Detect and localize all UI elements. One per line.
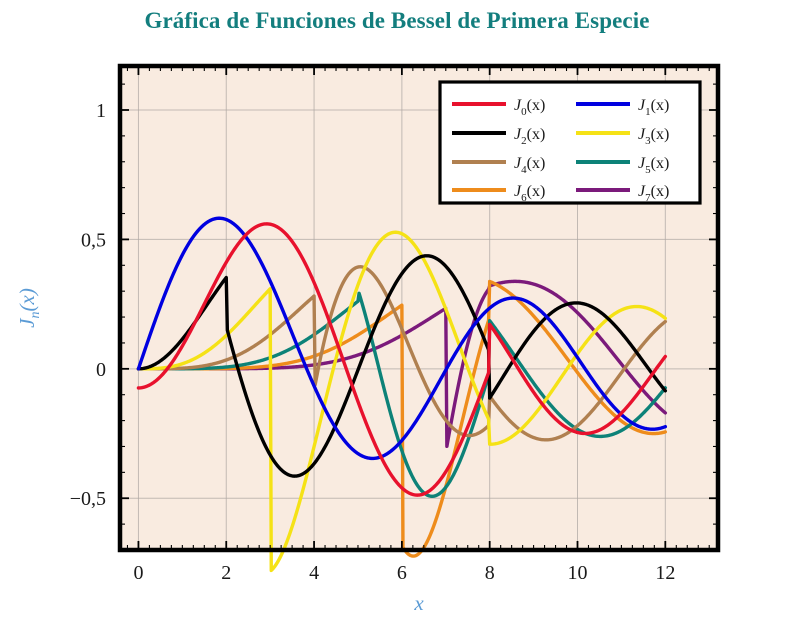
legend-label: J3(x) (638, 126, 669, 147)
legend-item[interactable]: J2(x) (452, 126, 545, 147)
legend: J0(x) J1(x) J2(x) J3(x) J4(x) J5(x) J6(x) J7(x) (438, 80, 702, 205)
page-title: Gráfica de Funciones de Bessel de Primer… (144, 8, 650, 33)
axis-ticks (120, 66, 718, 550)
x-tick-label: 10 (568, 562, 588, 584)
legend-item[interactable]: J0(x) (452, 97, 545, 118)
x-tick-labels: 0 2 4 6 8 10 12 (133, 562, 675, 584)
x-axis-label: x (413, 591, 424, 615)
legend-label: J4(x) (514, 155, 545, 176)
x-tick-label: 6 (397, 562, 407, 584)
legend-label: J2(x) (514, 126, 545, 147)
x-tick-label: 4 (309, 562, 319, 584)
data-curves (136, 216, 668, 573)
legend-item[interactable]: J7(x) (576, 183, 669, 204)
y-tick-label: 0 (96, 359, 106, 381)
legend-label: J5(x) (638, 155, 669, 176)
legend-item[interactable]: J1(x) (576, 97, 669, 118)
legend-label: J6(x) (514, 183, 545, 204)
legend-label: J0(x) (514, 97, 545, 118)
legend-item[interactable]: J4(x) (452, 155, 545, 176)
x-tick-label: 2 (221, 562, 231, 584)
legend-label: J7(x) (638, 183, 669, 204)
legend-item[interactable]: J5(x) (576, 155, 669, 176)
y-tick-label: 0,5 (81, 229, 106, 251)
plot-frame (117, 63, 721, 553)
y-tick-labels: −0,5 0 0,5 1 (70, 100, 106, 510)
y-tick-label: 1 (96, 100, 106, 122)
y-tick-label: −0,5 (70, 488, 106, 510)
legend-item[interactable]: J3(x) (576, 126, 669, 147)
svg-text:Jn(x): Jn(x) (15, 288, 43, 328)
x-tick-label: 0 (133, 562, 143, 584)
y-axis-label: Jn(x) (15, 288, 43, 328)
x-tick-label: 12 (655, 562, 675, 584)
legend-item[interactable]: J6(x) (452, 183, 545, 204)
axis-labels: x Jn(x) (15, 288, 424, 615)
x-tick-label: 8 (485, 562, 495, 584)
legend-label: J1(x) (638, 97, 669, 118)
